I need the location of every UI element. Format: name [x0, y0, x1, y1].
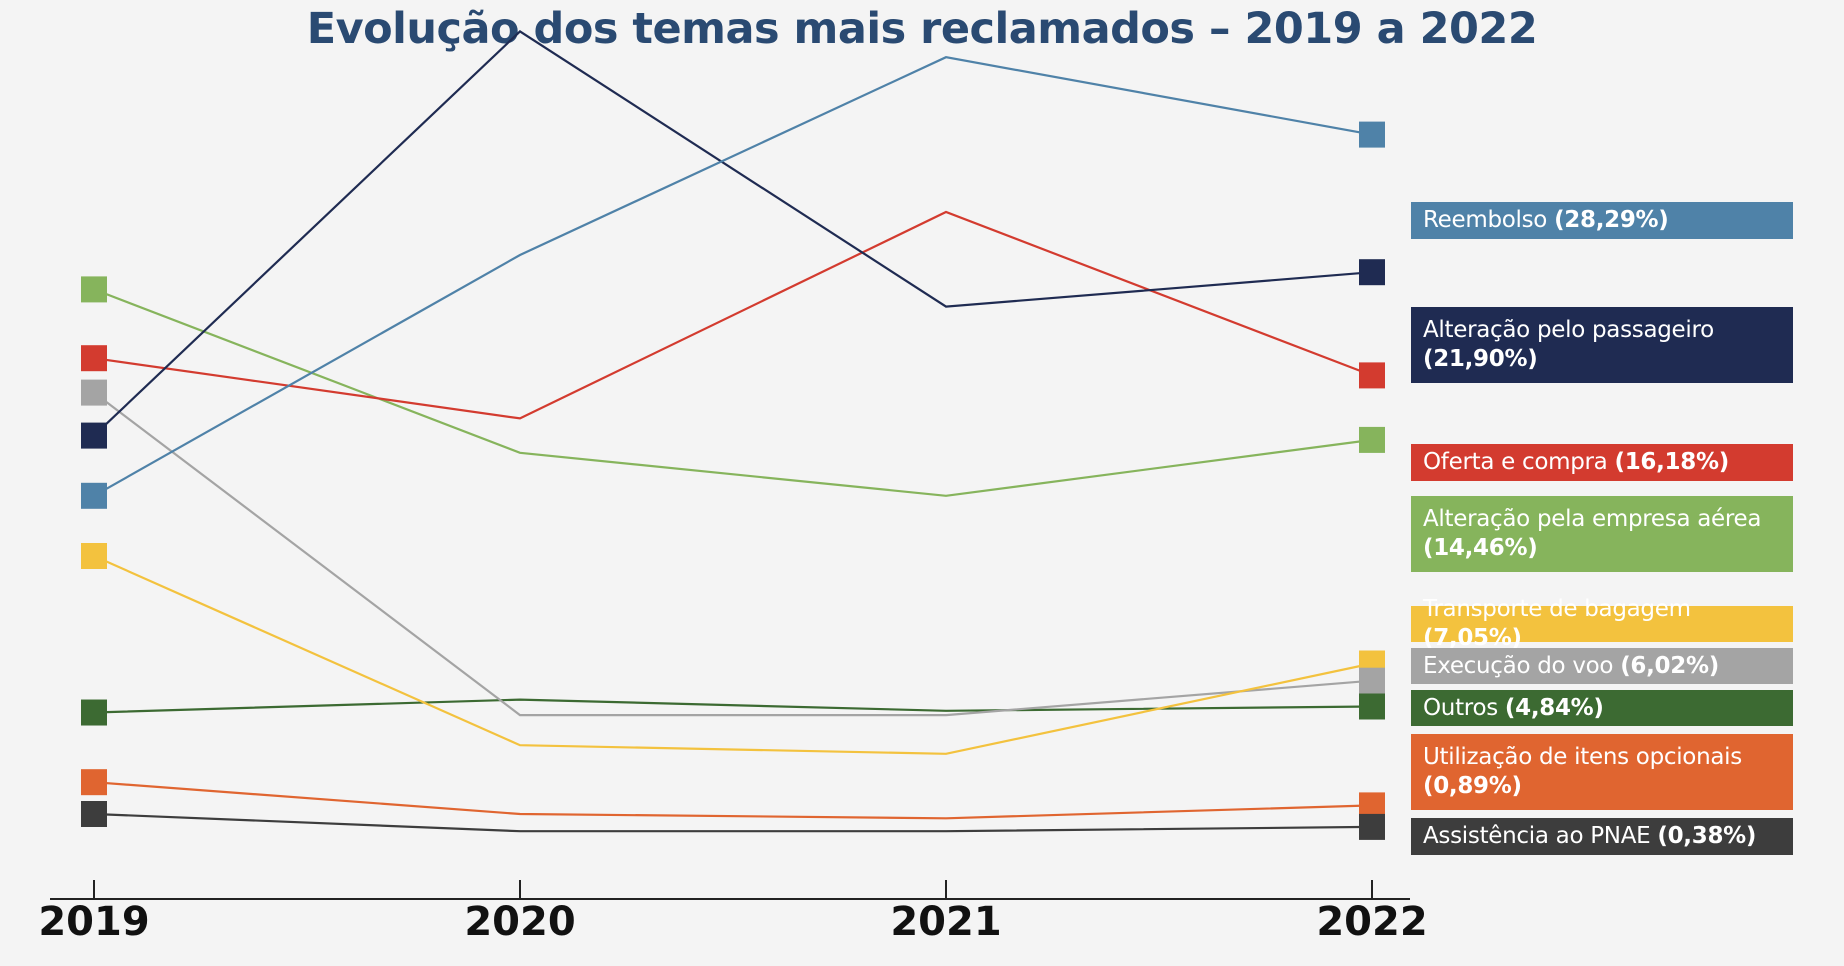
series-marker-end-2 [1359, 362, 1385, 389]
legend-percentage: (4,84%) [1504, 694, 1604, 721]
series-line-7 [93, 781, 1373, 820]
series-marker-start-4 [81, 543, 107, 569]
legend-label: Alteração pela empresa aérea [1423, 506, 1762, 532]
legend-item-2: Oferta e compra (16,18%) [1411, 444, 1793, 481]
series-line-8 [93, 812, 1373, 833]
legend-item-5: Execução do voo (6,02%) [1411, 648, 1793, 684]
legend-label: Execução do voo [1423, 652, 1621, 679]
legend-label: Assistência ao PNAE [1423, 823, 1658, 849]
legend-percentage: (6,02%) [1620, 652, 1719, 679]
legend-percentage: (14,46%) [1423, 535, 1538, 561]
legend-percentage: (28,29%) [1554, 207, 1669, 233]
x-tick-label-2022: 2022 [1316, 899, 1427, 945]
legend-item-7: Utilização de itens opcionais (0,89%) [1411, 734, 1793, 810]
series-marker-end-6 [1359, 693, 1385, 720]
legend-label: Outros [1423, 694, 1505, 721]
legend-item-8: Assistência ao PNAE (0,38%) [1411, 818, 1793, 855]
series-marker-end-1 [1359, 259, 1385, 286]
chart-title: Evolução dos temas mais reclamados – 201… [306, 4, 1538, 54]
series-line-0 [93, 56, 1373, 497]
legend-item-3: Alteração pela empresa aérea (14,46%) [1411, 496, 1793, 572]
series-marker-start-1 [81, 422, 107, 449]
series-marker-end-0 [1359, 121, 1385, 148]
legend-percentage: (0,38%) [1657, 823, 1757, 849]
legend-label: Oferta e compra [1423, 449, 1615, 475]
series-marker-end-8 [1359, 813, 1385, 840]
series-marker-end-3 [1359, 426, 1385, 453]
series-marker-start-2 [81, 345, 107, 372]
series-marker-start-0 [81, 482, 107, 509]
series-marker-start-3 [81, 276, 107, 303]
series-marker-start-7 [81, 769, 107, 796]
series-line-2 [93, 210, 1373, 420]
legend-percentage: (7,05%) [1423, 625, 1522, 651]
series-marker-end-5 [1359, 667, 1385, 694]
legend-item-4: Transporte de bagagem (7,05%) [1411, 596, 1793, 651]
legend-percentage: (21,90%) [1423, 346, 1538, 372]
legend-item-6: Outros (4,84%) [1411, 690, 1793, 726]
series-line-1 [93, 30, 1373, 437]
legend-label: Transporte de bagagem [1423, 596, 1691, 622]
series-line-5 [93, 391, 1373, 717]
series-marker-start-8 [81, 801, 107, 827]
legend-label: Reembolso [1423, 207, 1555, 233]
series-marker-start-5 [81, 379, 107, 406]
legend-percentage: (16,18%) [1614, 449, 1729, 475]
legend-item-0: Reembolso (28,29%) [1411, 202, 1793, 239]
series-marker-start-6 [81, 699, 107, 726]
series-line-6 [93, 698, 1373, 714]
legend-label: Utilização de itens opcionais [1423, 744, 1742, 770]
x-tick-label-2020: 2020 [464, 899, 575, 945]
legend-item-1: Alteração pelo passageiro (21,90%) [1411, 307, 1793, 383]
legend-percentage: (0,89%) [1423, 773, 1522, 799]
legend-label: Alteração pelo passageiro [1423, 317, 1714, 343]
x-tick-label-2021: 2021 [890, 899, 1001, 945]
x-tick-label-2019: 2019 [38, 899, 149, 945]
series-line-4 [93, 554, 1373, 755]
series-line-3 [93, 288, 1373, 497]
